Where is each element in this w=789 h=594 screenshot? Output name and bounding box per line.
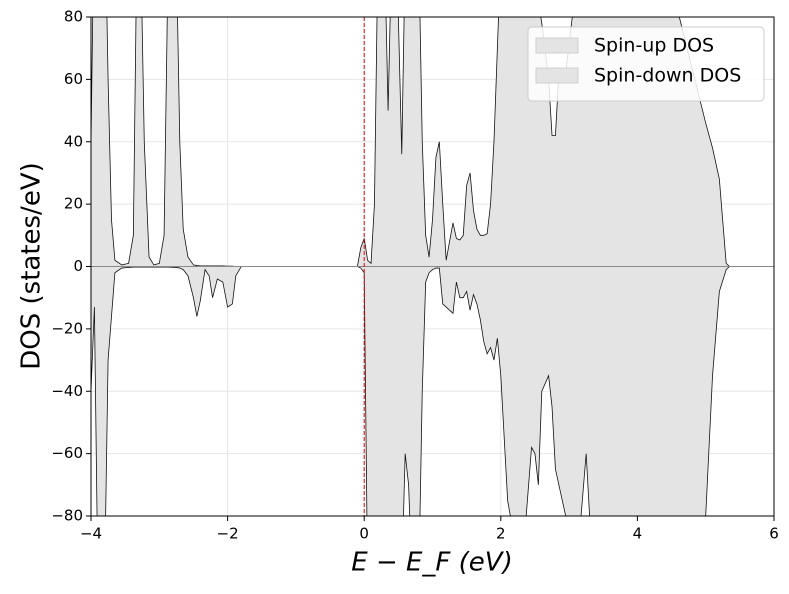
x-tick-label: 6 xyxy=(769,525,779,543)
y-tick-label: 40 xyxy=(64,132,83,150)
x-tick-label: 0 xyxy=(359,525,369,543)
x-tick-label: 2 xyxy=(496,525,506,543)
y-tick-label: −80 xyxy=(51,507,83,525)
plot-frame xyxy=(90,16,775,517)
legend-label: Spin-down DOS xyxy=(594,65,741,87)
y-tick-label: 20 xyxy=(64,195,83,213)
dos-line xyxy=(91,266,774,516)
y-tick-label: −40 xyxy=(51,382,83,400)
legend-label: Spin-up DOS xyxy=(594,35,714,57)
legend-swatch xyxy=(535,67,579,84)
y-tick-label: 80 xyxy=(64,8,83,26)
area-fill xyxy=(91,266,774,516)
y-tick-label: 0 xyxy=(73,257,83,275)
y-tick-label: 60 xyxy=(64,70,83,88)
y-tick-label: −20 xyxy=(51,319,83,337)
legend-box xyxy=(527,26,765,102)
legend-swatch xyxy=(535,37,579,54)
x-axis-label: E − E_F (eV) xyxy=(351,548,512,578)
y-axis-label: DOS (states/eV) xyxy=(17,162,47,370)
y-tick-label: −60 xyxy=(51,444,83,462)
x-tick-label: −4 xyxy=(80,525,102,543)
legend: Spin-up DOS Spin-down DOS xyxy=(527,26,765,102)
x-tick-label: 4 xyxy=(633,525,643,543)
x-tick-label: −2 xyxy=(217,525,239,543)
